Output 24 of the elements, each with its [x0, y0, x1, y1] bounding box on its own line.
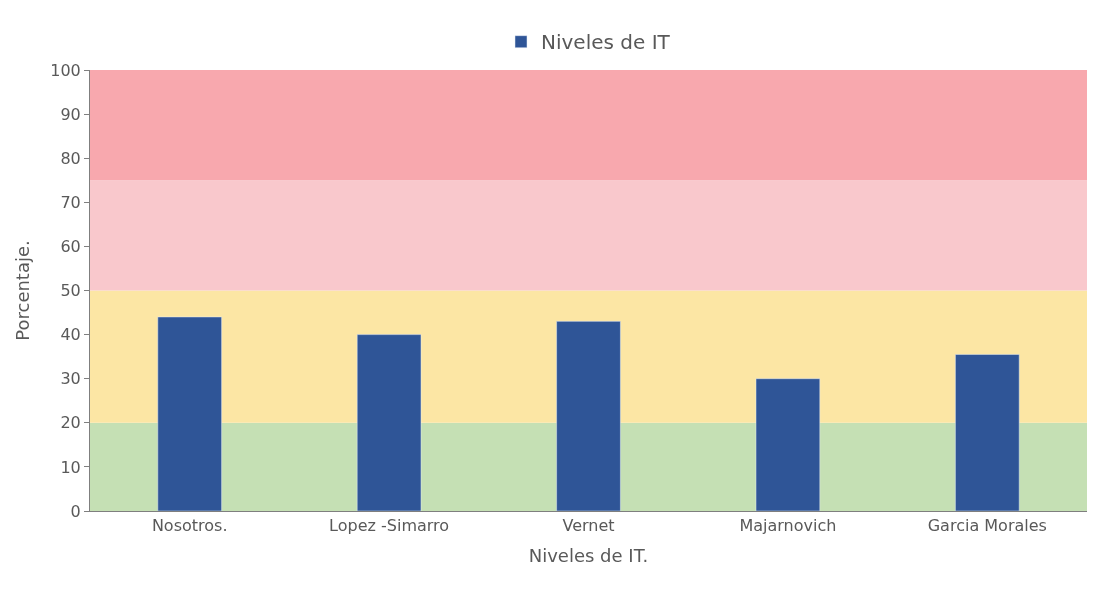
y-tick-label: 80	[60, 148, 81, 168]
y-tick-label: 60	[60, 237, 81, 256]
x-axis-title: Niveles de IT.	[528, 545, 649, 567]
y-tick-label: 20	[60, 413, 81, 433]
x-tick-label: Vernet	[562, 516, 615, 536]
y-tick-label: 50	[60, 281, 81, 301]
x-tick-label: Majarnovich	[739, 516, 837, 536]
y-tick-label: 40	[60, 325, 81, 345]
legend-label: Niveles de IT	[541, 30, 671, 55]
y-tick-label: 100	[50, 60, 81, 80]
x-tick-label: Garcia Morales	[927, 516, 1047, 536]
y-tick-label: 90	[60, 104, 81, 124]
y-tick-label: 0	[70, 501, 81, 521]
y-tick-label: 10	[60, 457, 81, 477]
bar	[556, 321, 621, 511]
x-tick-label: Nosotros.	[151, 516, 228, 536]
bar	[356, 334, 422, 511]
bar	[955, 354, 1020, 511]
bar	[157, 316, 222, 511]
y-axis-title: Porcentaje.	[12, 240, 34, 341]
y-tick-label: 30	[60, 369, 81, 389]
bar	[755, 378, 821, 511]
x-tick-label: Lopez -Simarro	[329, 516, 450, 536]
y-tick-label: 70	[60, 192, 81, 212]
